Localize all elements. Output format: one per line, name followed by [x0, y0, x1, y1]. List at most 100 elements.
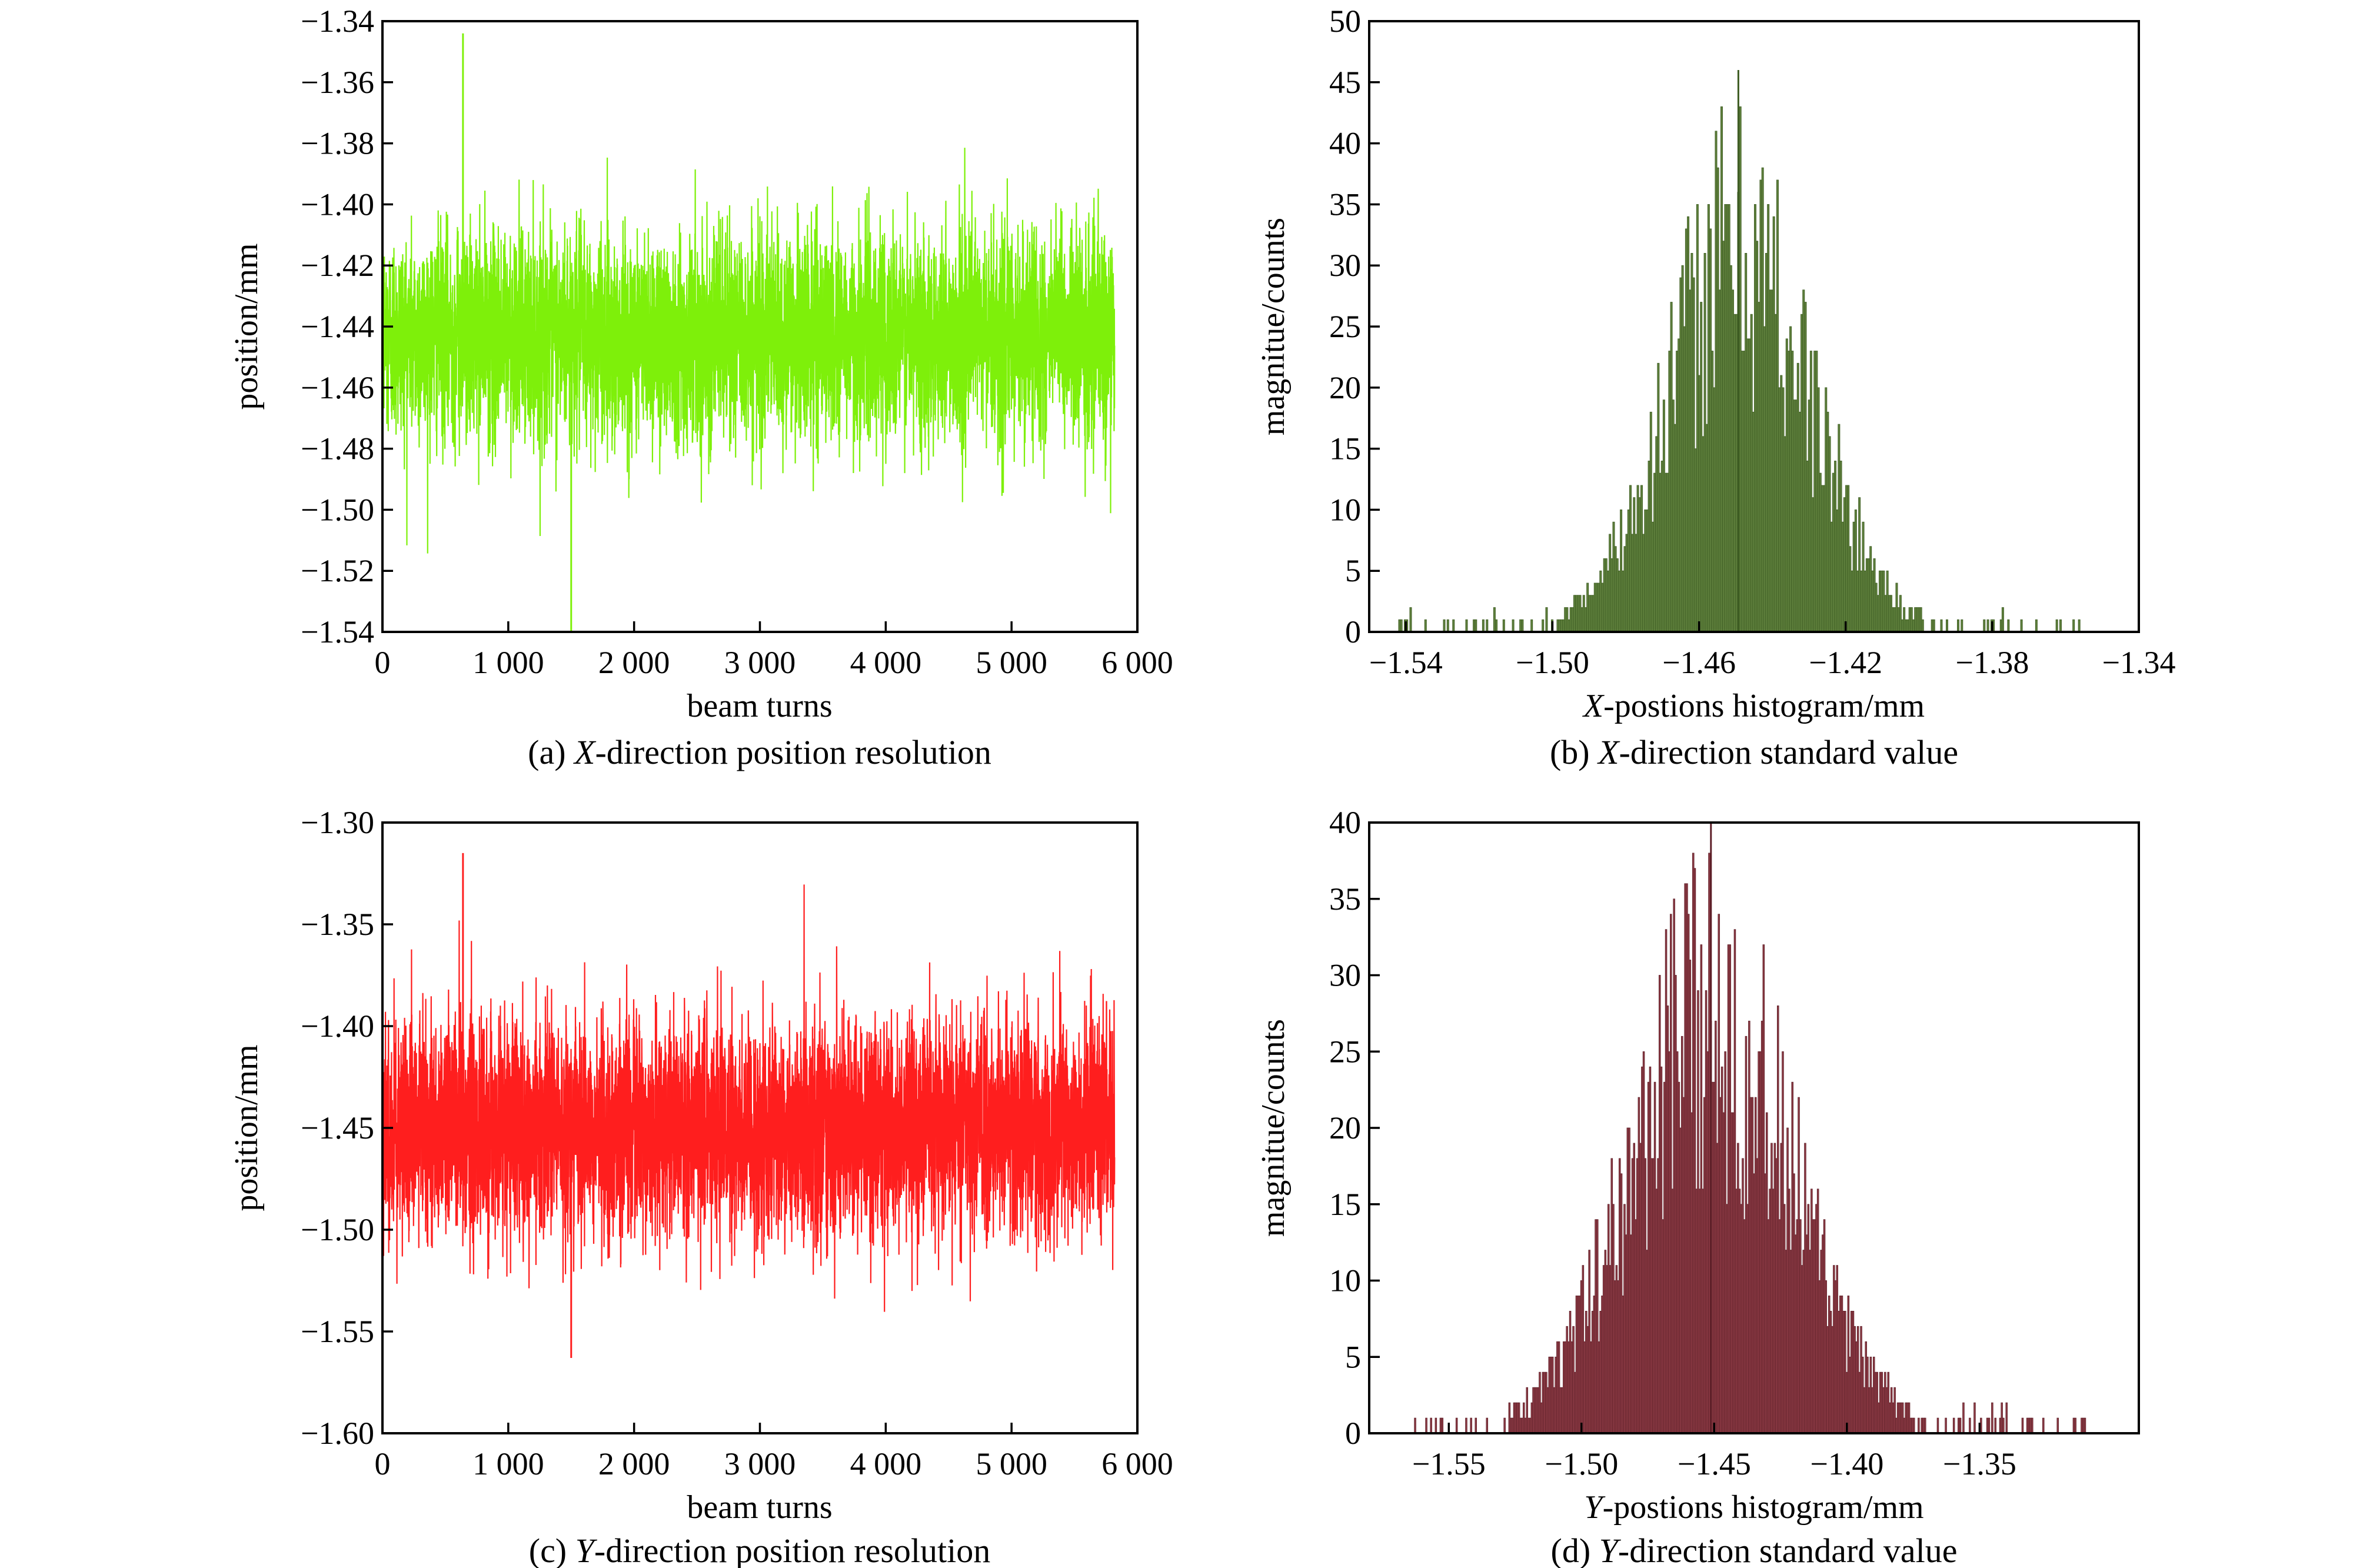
y-tick-label: −1.30 — [301, 805, 374, 840]
y-tick-label: 10 — [1329, 1263, 1361, 1299]
panel-b: 0 5 10 15 20 25 30 35 40 45 50 −1.54 −1.50 −1.46 −1.4… — [1255, 4, 2175, 771]
hist-bar — [1707, 204, 1710, 632]
hist-bar — [2005, 1402, 2008, 1434]
y-tick-label: 0 — [1345, 614, 1361, 650]
hist-bar — [1475, 619, 1477, 632]
hist-bar — [1569, 607, 1572, 632]
hist-bar — [1999, 619, 2002, 632]
hist-bar — [1912, 619, 1915, 632]
hist-bar — [1787, 351, 1790, 632]
hist-bar — [1886, 570, 1889, 632]
panel-d-x-ticks: −1.55 −1.50 −1.45 −1.40 −1.35 — [1412, 1423, 2016, 1482]
hist-bar — [1635, 534, 1638, 632]
hist-bar — [1783, 436, 1786, 632]
hist-bar — [1577, 595, 1580, 632]
hist-bar — [1905, 619, 1908, 632]
hist-bar — [1973, 1402, 1976, 1434]
hist-bar — [1750, 314, 1753, 632]
hist-bar — [1785, 338, 1788, 632]
panel-c-y-axis-label: position/mm — [228, 1044, 265, 1211]
hist-bar — [1819, 472, 1822, 632]
hist-bar — [1931, 619, 1933, 632]
hist-bar — [1579, 595, 1582, 632]
hist-bar — [1986, 1417, 1989, 1434]
x-tick-label: −1.50 — [1516, 645, 1589, 680]
hist-bar — [1673, 424, 1676, 632]
y-tick-label: −1.36 — [301, 65, 374, 100]
hist-bar — [1983, 619, 1986, 632]
hist-bar — [1566, 607, 1569, 632]
hist-bar — [1584, 607, 1587, 632]
hist-bar — [1836, 510, 1839, 632]
hist-bar — [1486, 1417, 1489, 1434]
hist-bar — [1826, 1326, 1829, 1434]
x-tick-label: 6 000 — [1101, 1446, 1173, 1482]
hist-bar — [1770, 289, 1773, 632]
hist-bar — [1644, 510, 1647, 632]
hist-bar — [1839, 461, 1842, 632]
hist-bar — [1465, 619, 1468, 632]
hist-bar — [1897, 607, 1900, 632]
hist-bar — [1486, 619, 1489, 632]
hist-bar — [1910, 607, 1913, 632]
x-tick-label: −1.34 — [2102, 645, 2176, 680]
hist-bar — [1795, 400, 1798, 632]
hist-bar — [2081, 1417, 2083, 1434]
hist-bar — [1409, 607, 1412, 632]
hist-bar — [1872, 1356, 1875, 1434]
x-tick-label: −1.46 — [1662, 645, 1736, 680]
panel-c-y-ticks: −1.30 −1.35 −1.40 −1.45 −1.50 −1.55 −1.60 — [301, 805, 393, 1451]
hist-bar — [1823, 485, 1826, 632]
hist-bar — [1853, 1326, 1856, 1434]
panel-d-caption: (d) Y-direction standard value — [1551, 1532, 1958, 1568]
hist-bar — [1672, 400, 1675, 632]
hist-bar — [2059, 619, 2062, 632]
hist-bar — [1862, 521, 1865, 632]
y-tick-label: −1.38 — [301, 126, 374, 161]
hist-bar — [1512, 619, 1515, 632]
hist-bar — [1595, 582, 1598, 632]
panel-d-x-axis-label: Y-postions histogram/mm — [1584, 1489, 1923, 1526]
hist-bar — [1690, 252, 1693, 632]
hist-bar — [1908, 607, 1911, 632]
hist-bar — [1582, 595, 1585, 632]
hist-bar — [1851, 570, 1853, 632]
hist-bar — [1439, 1417, 1442, 1434]
y-tick-label: −1.55 — [301, 1314, 374, 1349]
hist-bar — [1906, 619, 1909, 632]
hist-bar — [1631, 534, 1634, 632]
y-tick-label: 20 — [1329, 370, 1361, 405]
panel-a-x-ticks: 0 1 000 2 000 3 000 4 000 5 000 6 000 — [375, 621, 1173, 680]
hist-bar — [1612, 521, 1615, 632]
hist-bar — [1957, 1417, 1960, 1434]
hist-bar — [1651, 521, 1654, 632]
hist-bar — [1806, 461, 1809, 632]
panel-b-x-ticks: −1.54 −1.50 −1.46 −1.42 −1.38 −1.34 — [1369, 621, 2176, 680]
hist-bar — [1733, 314, 1736, 632]
hist-bar — [1700, 302, 1703, 632]
hist-bar — [1676, 351, 1679, 632]
hist-bar — [1986, 619, 1989, 632]
hist-bar — [1571, 607, 1574, 632]
hist-bar — [1884, 595, 1887, 632]
hist-bar — [1765, 252, 1768, 632]
hist-bar — [1858, 497, 1861, 632]
hist-bar — [1590, 1341, 1592, 1434]
hist-bar — [1756, 241, 1759, 632]
hist-bar — [1575, 595, 1578, 632]
hist-bar — [1580, 1280, 1583, 1434]
x-tick-label: 3 000 — [724, 645, 796, 680]
hist-bar — [1573, 595, 1576, 632]
hist-bar — [1854, 510, 1857, 632]
hist-bar — [1815, 351, 1818, 632]
x-tick-label: 5 000 — [976, 645, 1047, 680]
panel-c-caption: (c) Y-direction position resolution — [529, 1532, 990, 1568]
hist-bar — [1625, 534, 1628, 632]
hist-bar — [1869, 546, 1872, 632]
panel-d-y-axis-label: magnitue/counts — [1255, 1019, 1292, 1237]
hist-bar — [1838, 424, 1841, 632]
hist-bar — [1763, 326, 1766, 632]
hist-bar — [1628, 1127, 1630, 1434]
hist-bar — [1668, 351, 1671, 632]
hist-bar — [1845, 485, 1848, 632]
